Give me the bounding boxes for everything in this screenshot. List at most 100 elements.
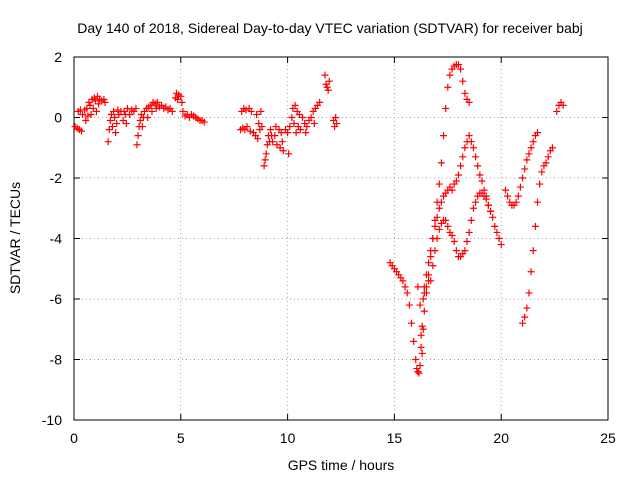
data-point	[260, 162, 268, 170]
data-point	[178, 98, 186, 106]
data-point	[469, 144, 477, 152]
data-point	[288, 114, 296, 121]
y-tick-label: -4	[50, 231, 63, 247]
data-point	[200, 118, 208, 126]
data-point	[174, 95, 182, 103]
data-point	[516, 183, 524, 191]
data-point	[119, 117, 127, 125]
data-point	[417, 343, 425, 351]
data-point	[279, 147, 287, 155]
data-point	[467, 216, 475, 224]
data-point	[307, 114, 315, 121]
data-point	[255, 120, 263, 128]
data-point	[87, 110, 95, 118]
data-point	[459, 77, 467, 85]
data-point	[493, 228, 501, 236]
data-point	[418, 349, 426, 357]
data-point	[527, 144, 535, 152]
data-point	[332, 114, 340, 121]
axis-ticks	[73, 56, 609, 421]
grid	[74, 57, 608, 420]
data-point	[469, 204, 477, 212]
data-point	[433, 213, 441, 221]
data-point	[525, 150, 533, 158]
data-point	[253, 110, 261, 118]
y-tick-label: 2	[54, 49, 62, 65]
data-point	[465, 228, 473, 236]
data-point	[467, 138, 475, 146]
data-point	[247, 107, 255, 115]
data-point	[144, 114, 152, 121]
data-point	[242, 106, 250, 114]
data-point	[523, 156, 531, 164]
data-point	[292, 129, 300, 137]
data-point	[277, 129, 285, 137]
data-point	[290, 120, 298, 128]
y-tick-label: 0	[54, 110, 62, 126]
data-point	[152, 104, 160, 112]
data-point	[324, 86, 332, 94]
data-point	[284, 129, 292, 137]
data-point	[474, 162, 482, 170]
data-point	[112, 129, 120, 137]
data-point	[417, 331, 425, 339]
data-point	[168, 107, 176, 115]
data-point	[452, 177, 460, 185]
data-point	[405, 301, 413, 309]
data-point	[512, 198, 520, 206]
data-point	[86, 101, 94, 109]
y-tick-label: -2	[50, 170, 63, 186]
data-point	[123, 104, 131, 112]
data-point	[472, 153, 480, 161]
data-point	[519, 174, 527, 182]
data-point	[177, 92, 185, 100]
data-point	[444, 222, 452, 230]
data-point	[482, 195, 490, 203]
data-point	[267, 126, 275, 134]
data-point	[461, 144, 469, 152]
data-point	[521, 165, 529, 173]
data-point	[321, 71, 329, 79]
data-point	[478, 177, 486, 185]
data-point	[544, 153, 552, 161]
x-tick-label: 5	[177, 430, 185, 446]
data-point	[531, 222, 539, 230]
data-point	[323, 83, 331, 91]
data-point	[415, 369, 423, 377]
data-point	[413, 365, 421, 373]
data-point	[108, 123, 116, 131]
data-point	[435, 180, 443, 188]
data-point	[403, 289, 411, 297]
data-point	[422, 271, 430, 279]
data-point	[410, 337, 418, 345]
data-point	[431, 222, 439, 230]
data-point	[519, 319, 527, 327]
data-point	[412, 356, 420, 363]
data-point	[120, 107, 128, 115]
data-point	[497, 241, 505, 249]
data-point	[435, 225, 443, 233]
data-point	[148, 107, 156, 115]
data-point	[278, 138, 286, 146]
data-point	[401, 283, 409, 291]
data-point	[91, 97, 99, 105]
data-point	[529, 247, 537, 255]
data-point	[419, 295, 427, 303]
data-point	[122, 120, 130, 128]
data-point	[246, 127, 254, 135]
data-point	[504, 192, 512, 200]
data-point	[84, 112, 92, 120]
data-point	[291, 101, 299, 109]
x-tick-label: 25	[600, 430, 616, 446]
data-point	[90, 94, 98, 102]
data-point	[399, 277, 407, 285]
data-point	[487, 207, 495, 215]
data-point	[104, 138, 112, 146]
y-tick-label: -6	[50, 291, 63, 307]
data-point	[457, 162, 465, 170]
data-point	[463, 238, 471, 246]
tick-labels: 0 5 10 15 20 25 -10 -8 -6 -4 -2 0 2	[42, 49, 616, 446]
data-point	[501, 186, 509, 194]
